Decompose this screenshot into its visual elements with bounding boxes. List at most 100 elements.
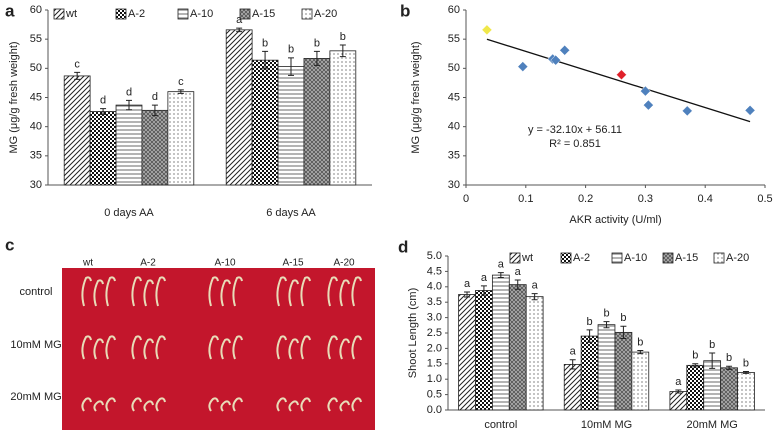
panel-label: c xyxy=(5,235,14,254)
error-bar xyxy=(620,325,627,340)
y-tick-label: 50 xyxy=(30,62,42,74)
seedling xyxy=(339,279,350,307)
error-bar xyxy=(586,329,593,343)
significance-letter: a xyxy=(675,376,682,388)
seedling xyxy=(276,335,287,360)
seedling xyxy=(351,397,362,412)
x-tick-label: 0 days AA xyxy=(104,207,154,219)
error-bar xyxy=(726,365,733,370)
seedling xyxy=(288,400,299,412)
bar xyxy=(614,331,633,411)
y-tick-label: 1.0 xyxy=(427,373,442,385)
bar xyxy=(303,58,331,186)
y-tick-label: 0.5 xyxy=(427,389,442,401)
bar xyxy=(141,109,169,186)
y-tick-label: 2.5 xyxy=(427,327,442,339)
y-tick-label: 30 xyxy=(30,179,42,191)
seedling xyxy=(81,397,92,412)
error-bar xyxy=(603,321,610,329)
x-tick-label: 10mM MG xyxy=(581,419,632,431)
bar xyxy=(580,335,599,411)
seedling xyxy=(131,276,142,307)
seedling xyxy=(105,335,116,360)
error-bar xyxy=(709,352,716,369)
seedlings xyxy=(81,276,362,412)
x-tick-label: control xyxy=(484,419,517,431)
photo xyxy=(62,268,375,430)
significance-letter: b xyxy=(314,37,320,49)
seedling xyxy=(93,279,104,307)
error-bar xyxy=(236,27,243,33)
bar xyxy=(508,284,527,411)
error-bar xyxy=(480,285,487,296)
seedling xyxy=(288,338,299,360)
legend-swatch xyxy=(713,252,725,264)
y-axis-title: Shoot Length (cm) xyxy=(407,288,419,379)
y-tick-label: 60 xyxy=(30,4,42,16)
bar xyxy=(720,367,738,411)
error-bar xyxy=(262,50,269,70)
seedling xyxy=(93,338,104,360)
seedling xyxy=(155,397,166,412)
seedling xyxy=(220,400,231,412)
y-tick-label: 1.5 xyxy=(427,358,442,370)
x-tick-label: 0.5 xyxy=(757,193,772,205)
bar xyxy=(251,59,279,186)
seedling xyxy=(81,335,92,360)
y-tick-label: 40 xyxy=(30,121,42,133)
point xyxy=(643,99,654,111)
legend-swatch xyxy=(177,8,189,20)
y-tick-label: 55 xyxy=(30,33,42,45)
bar xyxy=(491,274,510,411)
significance-letter: b xyxy=(603,308,609,320)
significance-letter: a xyxy=(515,266,522,278)
error-bar xyxy=(531,293,538,301)
significance-letter: b xyxy=(262,37,268,49)
significance-letter: b xyxy=(637,336,643,348)
significance-letter: a xyxy=(481,272,488,284)
bar xyxy=(225,29,253,186)
x-tick-label: 0 xyxy=(463,193,469,205)
significance-letter: b xyxy=(288,44,294,56)
legend-swatch xyxy=(53,8,65,20)
significance-letter: d xyxy=(126,86,132,98)
error-bar xyxy=(464,291,471,298)
y-tick-label: 4.0 xyxy=(427,281,442,293)
trendline xyxy=(486,38,751,123)
x-tick-label: 0.1 xyxy=(518,193,533,205)
error-bar xyxy=(497,272,504,279)
y-tick-label: 0.0 xyxy=(427,404,442,416)
point xyxy=(616,69,627,81)
point xyxy=(481,24,493,36)
photo-column-label: A-2 xyxy=(140,258,156,269)
bar xyxy=(458,294,476,411)
significance-letter: b xyxy=(692,350,698,362)
y-tick-label: 30 xyxy=(448,179,460,191)
legend-label: A-15 xyxy=(252,8,275,20)
point xyxy=(681,105,693,117)
photo-row-label: 10mM MG xyxy=(10,339,61,351)
seedling xyxy=(327,397,338,412)
trendline-equation: y = -32.10x + 56.11 xyxy=(528,124,622,136)
bar xyxy=(277,66,305,186)
seedling xyxy=(276,397,287,412)
y-axis-title: MG (μg/g fresh weight) xyxy=(410,41,422,153)
bar xyxy=(167,91,195,186)
significance-letter: b xyxy=(726,352,732,364)
photo-column-label: A-10 xyxy=(214,258,236,269)
bar xyxy=(525,296,544,411)
legend-label: wt xyxy=(521,252,533,264)
legend-swatch xyxy=(509,252,521,264)
error-bar xyxy=(151,104,158,117)
photo-column-label: A-20 xyxy=(333,258,355,269)
y-tick-label: 45 xyxy=(448,91,460,103)
y-tick-label: 2.0 xyxy=(427,342,442,354)
seedling xyxy=(81,276,92,307)
seedling xyxy=(351,335,362,360)
trendline-r2: R² = 0.851 xyxy=(549,138,601,150)
error-bar xyxy=(742,371,749,374)
seedling xyxy=(300,335,311,360)
panel-label: a xyxy=(5,1,15,20)
bar xyxy=(669,391,688,411)
legend-label: A-2 xyxy=(128,8,145,20)
